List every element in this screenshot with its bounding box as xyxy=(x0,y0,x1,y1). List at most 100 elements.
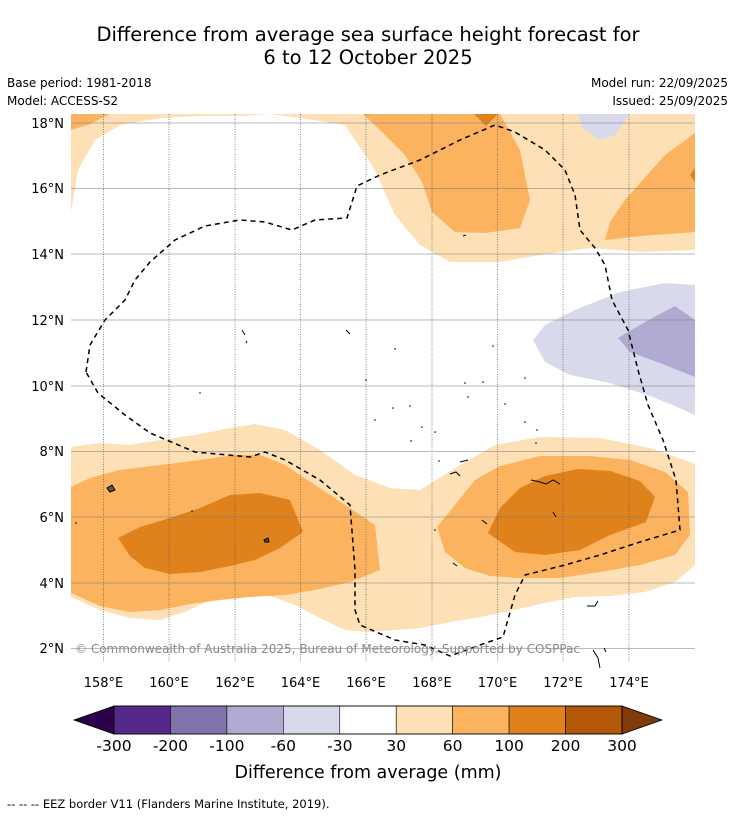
atoll xyxy=(438,460,440,462)
lat-gridlines xyxy=(71,122,695,649)
atoll xyxy=(434,431,436,433)
island-4 xyxy=(449,471,461,477)
title-line-2: 6 to 12 October 2025 xyxy=(263,46,473,69)
colorbar-tick-label: -100 xyxy=(209,737,244,755)
contour-layers xyxy=(71,114,695,662)
colorbar-left-extend xyxy=(72,705,115,735)
contour-negative-top xyxy=(578,114,630,140)
contour-south-dark-west xyxy=(118,493,303,574)
lon-label: 166°E xyxy=(346,676,386,691)
colorbar-segment xyxy=(226,705,284,735)
atoll xyxy=(535,442,537,444)
lat-label: 14°N xyxy=(31,248,64,263)
atoll xyxy=(421,426,423,428)
atoll xyxy=(410,440,412,442)
colorbar-right-extend xyxy=(621,705,664,735)
contour-north-dark-edge xyxy=(690,168,695,182)
atoll xyxy=(365,379,367,381)
lon-label: 162°E xyxy=(215,676,255,691)
colorbar-tick-label: 100 xyxy=(494,737,524,755)
lat-label: 8°N xyxy=(40,445,65,460)
lon-label: 174°E xyxy=(609,676,649,691)
island-chain-1 xyxy=(530,479,561,485)
island-2 xyxy=(263,537,270,543)
island-13 xyxy=(345,329,351,335)
colorbar-tick-label: -300 xyxy=(96,737,131,755)
atoll xyxy=(536,429,538,431)
island-5 xyxy=(459,459,469,463)
atoll xyxy=(191,510,193,512)
colorbar-tick-labels: -300 -200 -100 -60 -30 30 60 100 200 300 xyxy=(96,737,636,755)
eez-footnote: -- -- -- EEZ border V11 (Flanders Marine… xyxy=(7,797,330,811)
lon-label: 164°E xyxy=(281,676,321,691)
island-6 xyxy=(481,519,488,525)
islands xyxy=(106,234,607,669)
lat-label: 16°N xyxy=(31,182,64,197)
title-line-1: Difference from average sea surface heig… xyxy=(96,23,640,46)
colorbar-segment xyxy=(113,705,171,735)
colorbar-segment xyxy=(452,705,510,735)
atoll xyxy=(524,377,526,379)
island-9 xyxy=(592,649,601,669)
colorbar-tick-label: -30 xyxy=(327,737,352,755)
colorbar-segment xyxy=(339,705,397,735)
contour-north-dark-patch xyxy=(474,114,498,126)
lat-label: 10°N xyxy=(31,380,64,395)
atoll xyxy=(504,403,506,405)
lat-label: 2°N xyxy=(40,642,65,657)
colorbar-segment xyxy=(395,705,453,735)
colorbar-segment xyxy=(170,705,228,735)
island-1 xyxy=(106,484,116,493)
island-12 xyxy=(241,329,248,344)
colorbar-segment xyxy=(565,705,623,735)
contour-north-light xyxy=(71,114,695,262)
eez-border xyxy=(85,124,681,657)
atoll xyxy=(524,421,526,423)
contour-north-medium-left xyxy=(363,114,530,233)
island-7 xyxy=(452,562,458,567)
lat-label: 6°N xyxy=(40,511,65,526)
issued-date: Issued: 25/09/2025 xyxy=(612,94,728,108)
latitude-labels: 18°N 16°N 14°N 12°N 10°N 8°N 6°N 4°N 2°N xyxy=(31,117,64,657)
lon-label: 160°E xyxy=(149,676,189,691)
colorbar-segments xyxy=(113,705,623,735)
forecast-map: © Commonwealth of Australia 2025, Bureau… xyxy=(31,114,695,783)
colorbar-label: Difference from average (mm) xyxy=(234,763,501,783)
colorbar-segment xyxy=(283,705,341,735)
atoll xyxy=(374,419,376,421)
contour-negative-east-medium xyxy=(618,306,695,377)
atoll xyxy=(409,405,411,407)
contour-negative-east-light xyxy=(533,283,695,415)
contour-north-medium-corner xyxy=(71,114,110,130)
longitude-labels: 158°E 160°E 162°E 164°E 166°E 168°E 170°… xyxy=(84,676,649,691)
colorbar-frame xyxy=(113,705,623,735)
model-name: Model: ACCESS-S2 xyxy=(7,94,119,108)
colorbar-tick-label: 200 xyxy=(551,737,581,755)
lat-label: 18°N xyxy=(31,117,64,132)
colorbar-tick-label: 300 xyxy=(607,737,637,755)
island-8 xyxy=(587,600,599,607)
model-run: Model run: 22/09/2025 xyxy=(590,76,728,90)
atoll-dots xyxy=(75,345,538,531)
base-period: Base period: 1981-2018 xyxy=(7,76,152,90)
atoll xyxy=(199,392,201,394)
contour-north-medium-right xyxy=(605,133,695,240)
atoll xyxy=(467,396,469,398)
lon-label: 172°E xyxy=(543,676,583,691)
colorbar-tick-label: -60 xyxy=(271,737,296,755)
atoll xyxy=(482,381,484,383)
lat-label: 4°N xyxy=(40,577,65,592)
colorbar: -300 -200 -100 -60 -30 30 60 100 200 300 Differen… xyxy=(72,705,664,783)
island-10 xyxy=(603,647,607,653)
colorbar-tick-label: 30 xyxy=(386,737,406,755)
colorbar-tick-label: 60 xyxy=(443,737,463,755)
colorbar-tick-label: -200 xyxy=(153,737,188,755)
lon-label: 158°E xyxy=(84,676,124,691)
atoll xyxy=(492,345,494,347)
lon-label: 170°E xyxy=(478,676,518,691)
island-11 xyxy=(462,234,467,237)
island-3 xyxy=(552,511,557,518)
atoll xyxy=(434,529,436,531)
atoll xyxy=(75,522,77,524)
lon-label: 168°E xyxy=(412,676,452,691)
